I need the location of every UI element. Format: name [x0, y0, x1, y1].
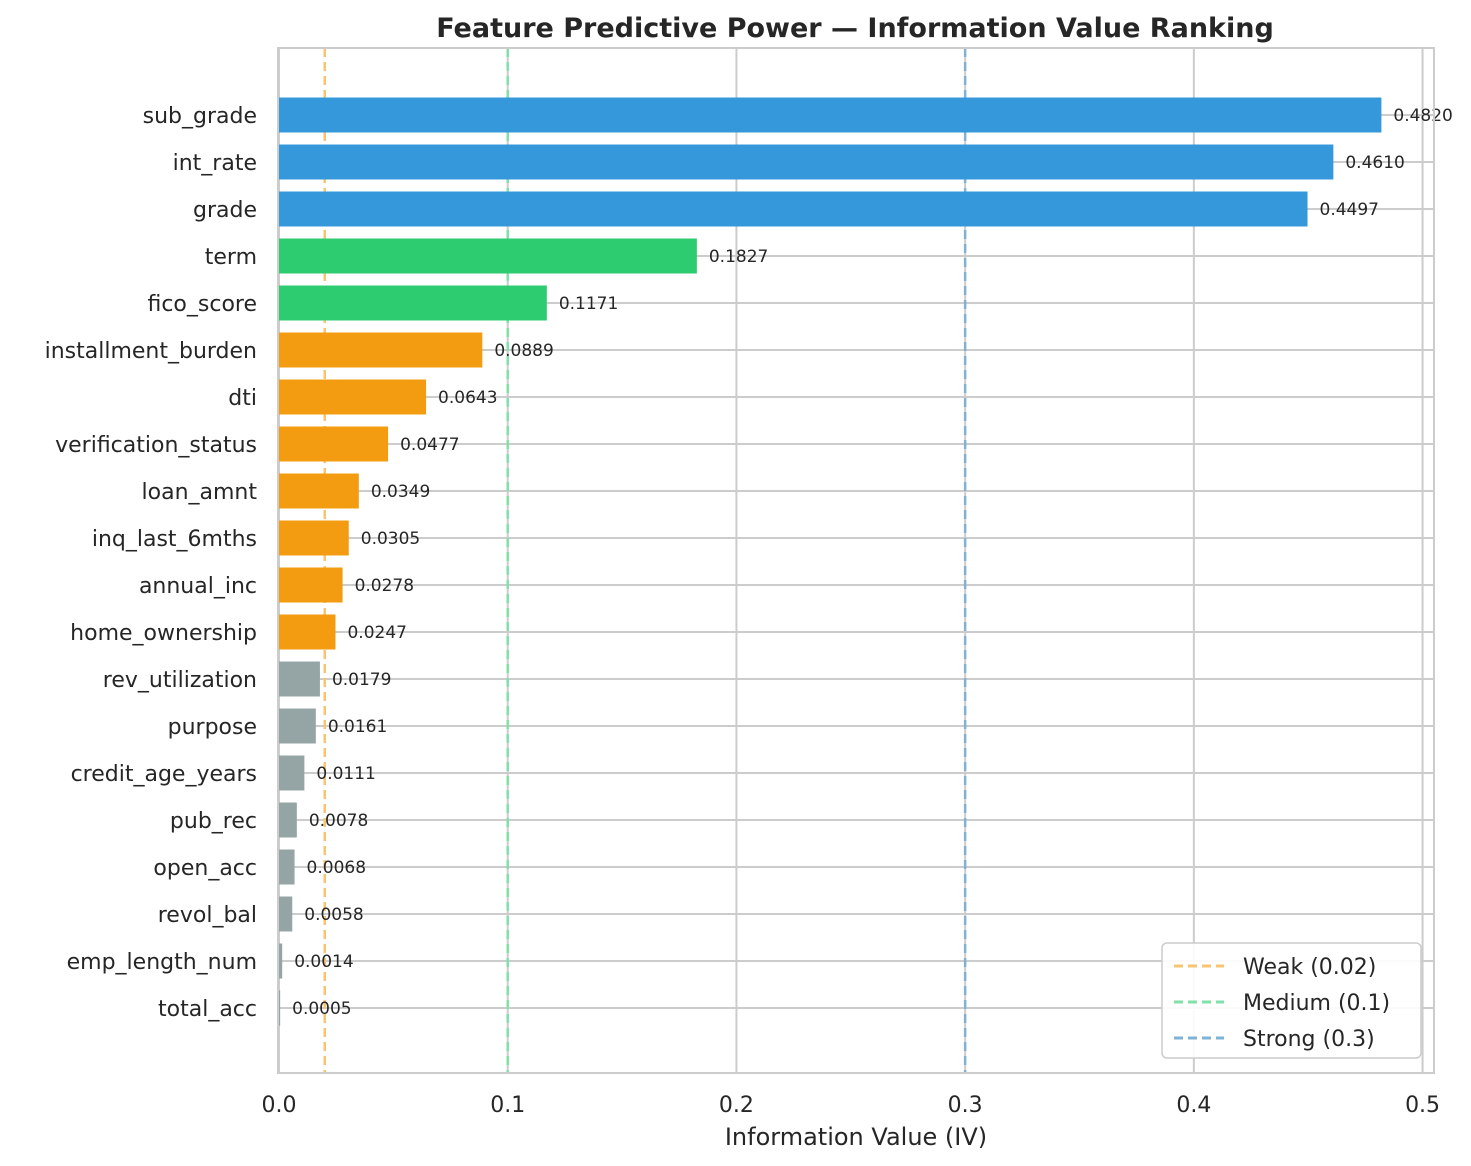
- bar: [279, 896, 293, 932]
- x-tick-label: 0.0: [262, 1093, 297, 1118]
- bar-value-label: 0.0161: [328, 717, 387, 737]
- bar-value-label: 0.1171: [559, 294, 618, 314]
- y-tick-label: inq_last_6mths: [92, 527, 257, 552]
- bar-value-label: 0.4610: [1345, 153, 1404, 173]
- x-tick-label: 0.1: [490, 1093, 525, 1118]
- x-tick-label: 0.5: [1405, 1093, 1440, 1118]
- y-tick-label: int_rate: [173, 151, 257, 176]
- bar: [279, 943, 283, 979]
- bar-value-label: 0.0278: [355, 576, 414, 596]
- bar: [279, 802, 297, 838]
- y-tick-label: credit_age_years: [71, 762, 257, 787]
- bars: [279, 97, 1382, 1026]
- x-tick-label: 0.4: [1176, 1093, 1211, 1118]
- y-tick-label: dti: [228, 386, 257, 411]
- y-tick-label: revol_bal: [158, 903, 257, 928]
- y-tick-label: home_ownership: [70, 621, 257, 646]
- bar: [279, 473, 359, 509]
- y-tick-label: annual_inc: [139, 574, 257, 599]
- y-tick-label: emp_length_num: [67, 950, 257, 975]
- legend-box: [1161, 942, 1422, 1059]
- legend-label: Weak (0.02): [1243, 955, 1376, 980]
- legend: Weak (0.02) Medium (0.1) Strong (0.3): [1161, 942, 1422, 1059]
- y-tick-label: installment_burden: [45, 339, 257, 364]
- bar: [279, 426, 389, 462]
- bar: [279, 520, 349, 556]
- bar-value-label: 0.0068: [307, 858, 366, 878]
- legend-label: Strong (0.3): [1243, 1027, 1375, 1052]
- bar-value-label: 0.1827: [709, 247, 768, 267]
- y-tick-label: term: [205, 245, 257, 270]
- plot-frame: [277, 47, 1435, 1074]
- y-tick-label: open_acc: [153, 856, 257, 881]
- bar-value-label: 0.0305: [361, 529, 420, 549]
- y-tick-label: total_acc: [158, 997, 257, 1022]
- bar-value-label: 0.0477: [400, 435, 459, 455]
- bar-value-label: 0.0889: [494, 341, 553, 361]
- bar: [279, 191, 1308, 227]
- bar-value-label: 0.4497: [1320, 200, 1379, 220]
- chart-title: Feature Predictive Power — Information V…: [436, 13, 1274, 44]
- y-tick-label: sub_grade: [143, 104, 257, 129]
- bar-value-label: 0.0349: [371, 482, 430, 502]
- bar: [279, 285, 547, 321]
- x-tick-labels: 0.0 0.1 0.2 0.3 0.4 0.5: [262, 1093, 1441, 1118]
- bar: [279, 661, 320, 697]
- bar: [279, 97, 1382, 133]
- y-tick-label: pub_rec: [170, 809, 257, 834]
- x-axis-label: Information Value (IV): [725, 1123, 987, 1151]
- bar-value-label: 0.0058: [304, 905, 363, 925]
- bar: [279, 144, 1334, 180]
- bar-value-label: 0.0643: [438, 388, 497, 408]
- bar: [279, 238, 697, 274]
- y-tick-label: grade: [193, 198, 257, 223]
- bar: [279, 755, 305, 791]
- y-tick-label: loan_amnt: [142, 480, 258, 505]
- bar: [279, 849, 295, 885]
- bar: [279, 379, 427, 415]
- y-tick-label: purpose: [168, 715, 257, 740]
- bar-value-label: 0.0179: [332, 670, 391, 690]
- bar: [279, 614, 336, 650]
- bar: [279, 708, 316, 744]
- x-tick-label: 0.2: [719, 1093, 754, 1118]
- bar-value-label: 0.0247: [347, 623, 406, 643]
- bar-value-label: 0.4820: [1393, 106, 1452, 126]
- x-tick-label: 0.3: [948, 1093, 983, 1118]
- value-labels: 0.4820 0.4610 0.4497 0.1827 0.1171 0.0889 0.06…: [292, 106, 1453, 1019]
- bar-value-label: 0.0014: [294, 952, 353, 972]
- bar-value-label: 0.0111: [316, 764, 375, 784]
- bar: [279, 332, 483, 368]
- bar-value-label: 0.0078: [309, 811, 368, 831]
- legend-label: Medium (0.1): [1243, 991, 1390, 1016]
- bar-value-label: 0.0005: [292, 999, 351, 1019]
- bar: [279, 567, 343, 603]
- y-tick-label: fico_score: [147, 292, 257, 317]
- y-tick-label: rev_utilization: [103, 668, 257, 693]
- y-tick-label: verification_status: [55, 433, 257, 458]
- bar: [279, 990, 281, 1026]
